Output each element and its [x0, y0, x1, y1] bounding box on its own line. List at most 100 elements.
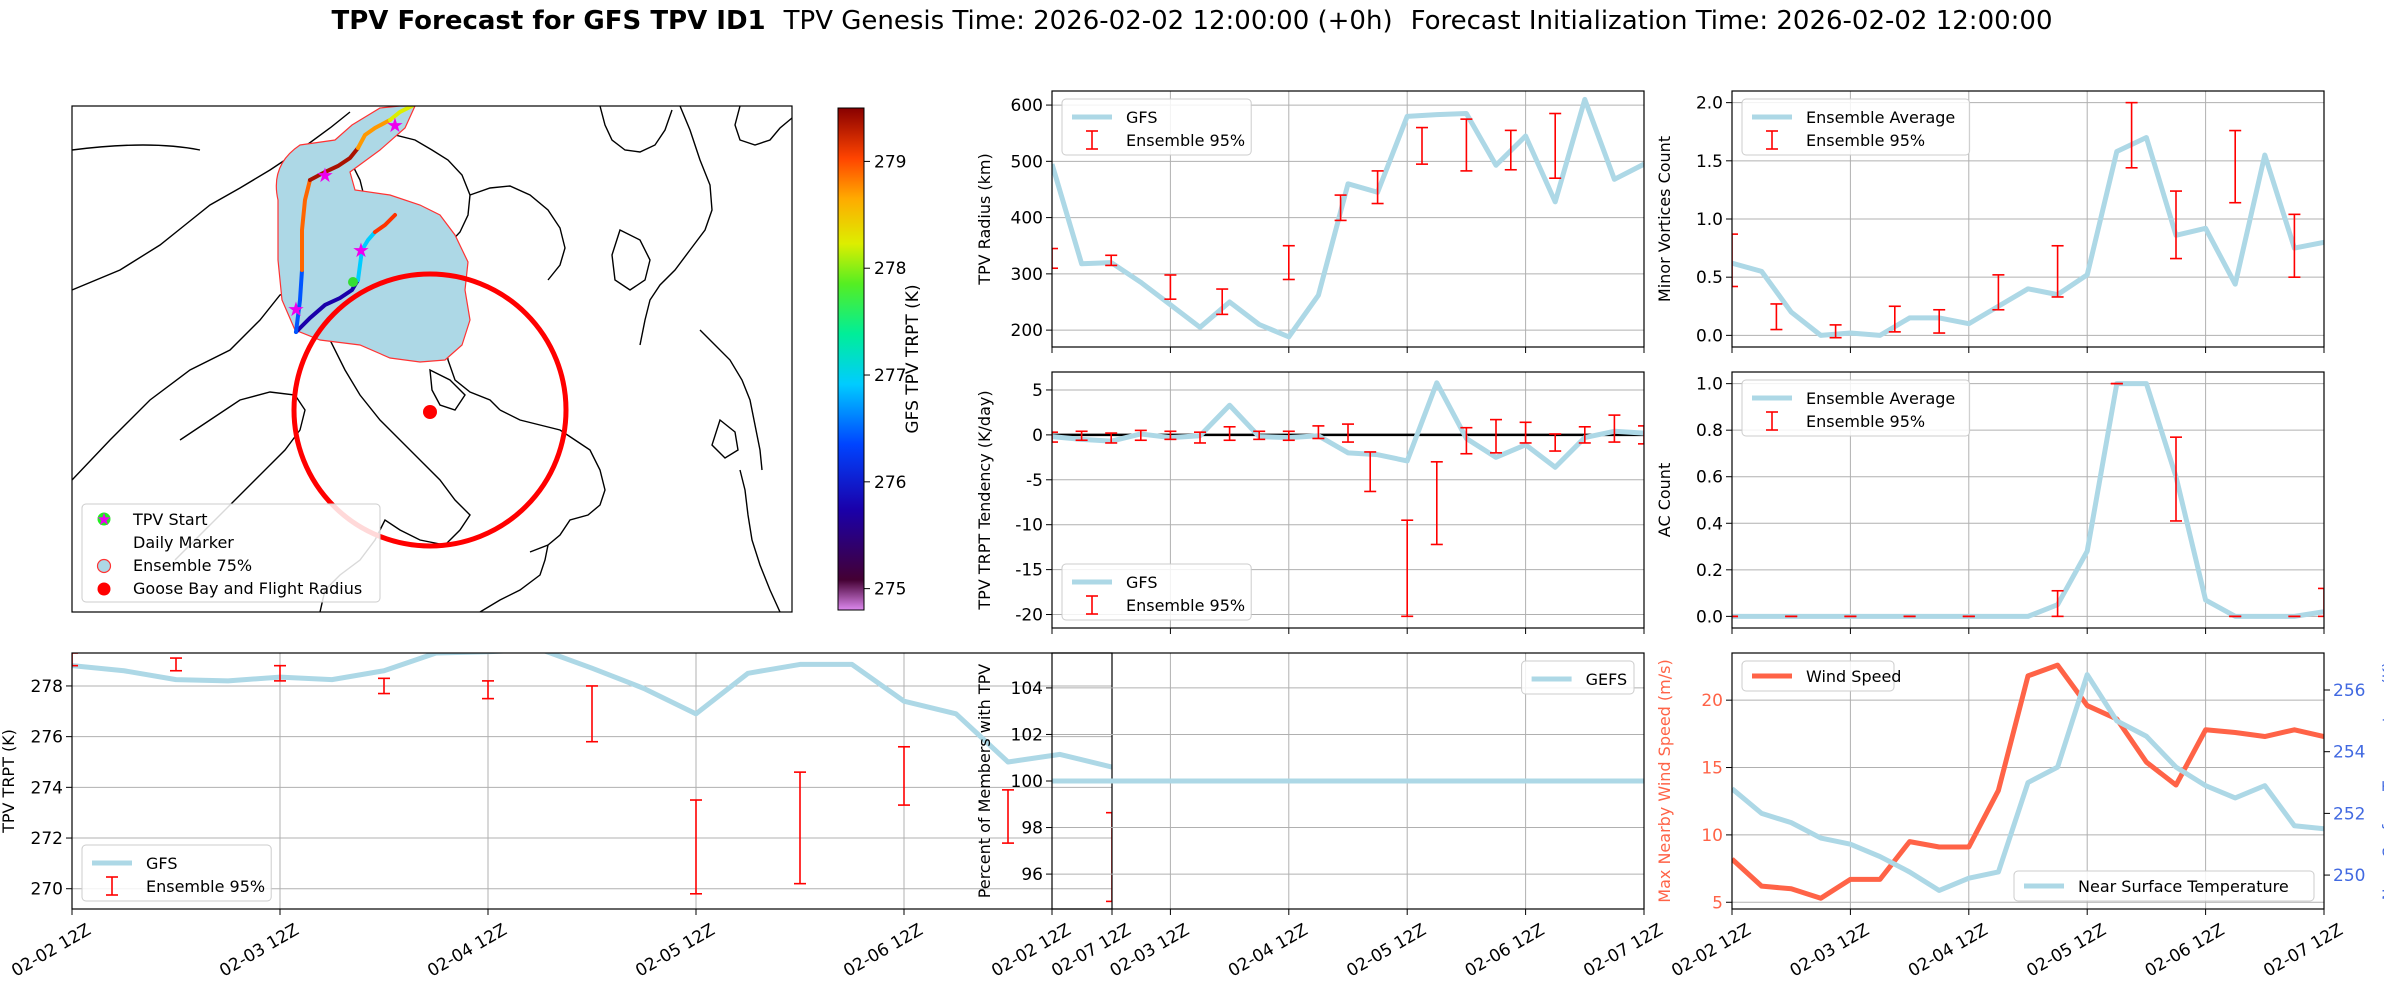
- legend-box: [1741, 98, 1971, 156]
- y-right-tick-label: 252: [2333, 804, 2365, 824]
- error-bar: [1312, 425, 1325, 440]
- error-bar: [1430, 461, 1443, 546]
- y-tick-label: 1.5: [1696, 152, 1723, 172]
- legend-label: GFS: [1126, 573, 1157, 592]
- legend-label: Ensemble Average: [1806, 389, 1955, 408]
- plot-area: [1052, 380, 1644, 618]
- daily-marker-star: ★: [316, 163, 334, 187]
- y-tick-label: 300: [1011, 265, 1043, 285]
- x-tick-label: 02-04 12Z: [1225, 920, 1311, 981]
- colorbar-tick-label: 279: [874, 152, 906, 172]
- y-tick-label: 0.5: [1696, 268, 1723, 288]
- error-bar: [1164, 430, 1177, 441]
- series-line: [1732, 381, 2324, 619]
- y-axis-label: TPV Radius (km): [975, 153, 994, 286]
- x-tick-label: 02-03 12Z: [1787, 920, 1873, 981]
- legend-label: Ensemble 75%: [133, 556, 252, 575]
- x-tick-label: 02-05 12Z: [632, 920, 718, 981]
- legend-label: Ensemble Average: [1806, 108, 1955, 127]
- error-bar: [170, 657, 182, 672]
- error-bar: [1134, 429, 1147, 442]
- error-bar: [1282, 430, 1295, 442]
- error-bar: [1992, 274, 2005, 311]
- error-bar: [1549, 433, 1562, 452]
- plot-area: [1052, 96, 1644, 340]
- y-tick-label: 98: [1021, 819, 1043, 839]
- error-bar: [1194, 431, 1206, 444]
- legend-goose-bay-icon: [97, 582, 111, 596]
- axes-frame: [1731, 652, 2325, 910]
- y-tick-label: -5: [1026, 471, 1043, 491]
- error-bar: [2051, 244, 2064, 298]
- y-tick-label: 0.0: [1696, 326, 1723, 346]
- y-tick-label: 276: [31, 728, 63, 748]
- error-bar: [2125, 101, 2138, 169]
- chart-legend: GEFS: [1521, 660, 1635, 695]
- error-bar: [1282, 244, 1295, 281]
- error-bar: [1223, 425, 1236, 442]
- legend-label: GEFS: [1586, 670, 1628, 689]
- chart-legend: GFS Ensemble 95%: [1061, 563, 1252, 621]
- legend-label: TPV Start: [132, 510, 208, 529]
- daily-marker-star: ★: [352, 238, 370, 262]
- goose-bay-marker: [423, 405, 437, 419]
- legend-label: GFS: [146, 854, 177, 873]
- y-tick-label: 0.4: [1696, 514, 1723, 534]
- colorbar-tick-label: 275: [874, 580, 906, 600]
- colorbar-gradient: [837, 107, 865, 611]
- y-tick-label: 200: [1011, 321, 1043, 341]
- chart-legend: GFS Ensemble 95%: [81, 844, 272, 902]
- series-line: [1732, 135, 2324, 338]
- error-bar: [2170, 190, 2182, 260]
- legend-label: Ensemble 95%: [1126, 131, 1245, 150]
- y-axis-label: Minor Vortices Count: [1655, 136, 1674, 302]
- y-tick-label: -10: [1015, 516, 1043, 536]
- axes-frame: [1051, 90, 1645, 348]
- error-bar: [1504, 129, 1517, 171]
- y-tick-label: 600: [1011, 96, 1043, 116]
- error-bar: [1371, 170, 1384, 205]
- y-axis-label: Percent of Members with TPV: [975, 664, 994, 898]
- y-tick-label: 270: [31, 880, 63, 900]
- error-bar: [1342, 423, 1354, 443]
- y-right-tick-label: 250: [2333, 866, 2365, 886]
- error-bar: [1002, 789, 1014, 844]
- axes-frame: [1731, 90, 2325, 348]
- figure-title-main: TPV Forecast for GFS TPV ID1: [331, 6, 766, 36]
- y-tick-label: 2.0: [1696, 94, 1723, 114]
- y-tick-label: 0.0: [1696, 607, 1723, 627]
- chart-legend: GFS Ensemble 95%: [1061, 98, 1252, 156]
- map-legend-box: [81, 503, 381, 603]
- error-bar: [1052, 247, 1058, 270]
- series-line: [1052, 380, 1644, 470]
- error-bar: [1732, 233, 1738, 288]
- error-bar: [72, 653, 78, 667]
- y-tick-label: 500: [1011, 152, 1043, 172]
- colorbar: 279 278 277 276 275 GFS TPV TRPT (K): [837, 107, 923, 611]
- colorbar-tick-label: 277: [874, 366, 906, 386]
- chart-ac-count: 0.0 0.2 0.4 0.6 0.8 1.0 AC Count Ensemble Avera…: [1655, 371, 2325, 634]
- legend-label: GFS: [1126, 108, 1157, 127]
- y-tick-label: 400: [1011, 209, 1043, 229]
- y-tick-label: 278: [31, 677, 63, 697]
- error-bar: [690, 799, 702, 895]
- y-tick-label: 5: [1712, 893, 1723, 913]
- figure-title-init: Forecast Initialization Time: 2026-02-02…: [1410, 6, 2053, 36]
- y-tick-label: 15: [1701, 759, 1723, 779]
- error-bar: [1490, 418, 1502, 454]
- y-right-tick-label: 254: [2333, 743, 2365, 763]
- error-bar: [2229, 129, 2242, 204]
- plot-area: [1732, 662, 2324, 901]
- legend-box: [1741, 660, 1895, 692]
- error-bar: [1164, 274, 1177, 300]
- chart-legend: Ensemble Average Ensemble 95%: [1741, 379, 1971, 437]
- legend-box: [81, 844, 272, 902]
- error-bar: [794, 771, 806, 885]
- legend-box: [1521, 660, 1635, 695]
- y-tick-label: 0.8: [1696, 421, 1723, 441]
- error-bar: [2170, 436, 2182, 522]
- daily-marker-star: ★: [386, 113, 404, 137]
- y-tick-label: 5: [1032, 381, 1043, 401]
- x-tick-label: 02-05 12Z: [2023, 920, 2109, 981]
- y-tick-label: 272: [31, 829, 63, 849]
